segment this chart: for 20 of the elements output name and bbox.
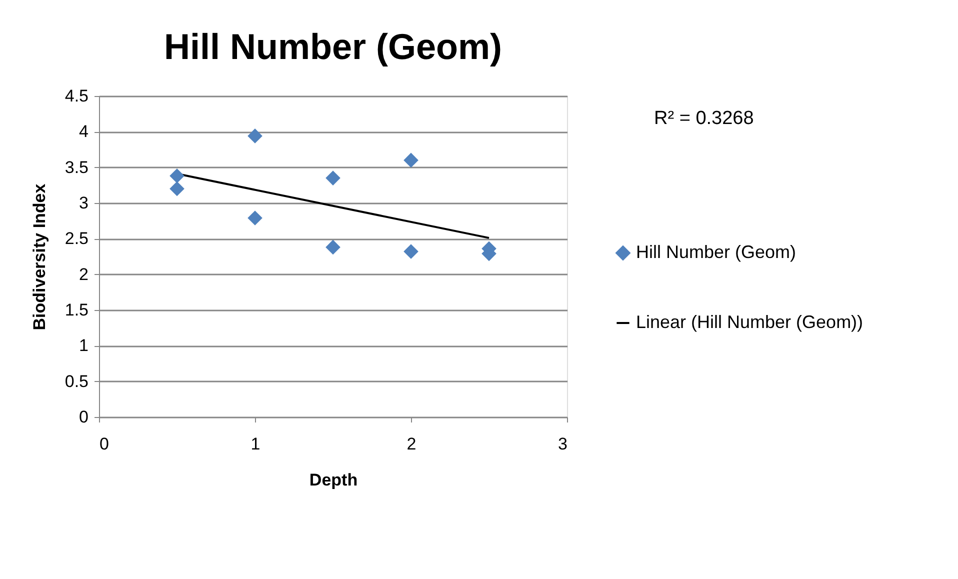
x-tick-label: 2 <box>406 434 416 454</box>
legend-label: Hill Number (Geom) <box>636 242 796 262</box>
y-tick-label: 2 <box>79 264 88 284</box>
y-axis-title: Biodiversity Index <box>30 183 49 330</box>
chart-title: Hill Number (Geom) <box>164 26 502 67</box>
y-tick-label: 3.5 <box>64 158 88 177</box>
y-tick-label: 3 <box>79 194 88 212</box>
y-tick-label: 1 <box>79 336 88 356</box>
y-tick-label: 2.5 <box>64 229 88 248</box>
x-tick-label: 1 <box>250 434 260 454</box>
text: R² = 0.3268 <box>654 108 754 129</box>
x-tick-label: 0 <box>100 434 109 454</box>
legend-label: Linear (Hill Number (Geom)) <box>636 312 864 332</box>
y-tick-label: 0.5 <box>64 372 88 391</box>
y-tick-label: 0 <box>79 408 88 426</box>
y-tick-label: 4 <box>79 122 88 142</box>
y-tick-label: 1.5 <box>64 300 88 320</box>
x-axis-title: Depth <box>309 470 358 490</box>
y-tick-label: 4.5 <box>64 86 88 106</box>
x-tick-label: 3 <box>558 434 568 454</box>
